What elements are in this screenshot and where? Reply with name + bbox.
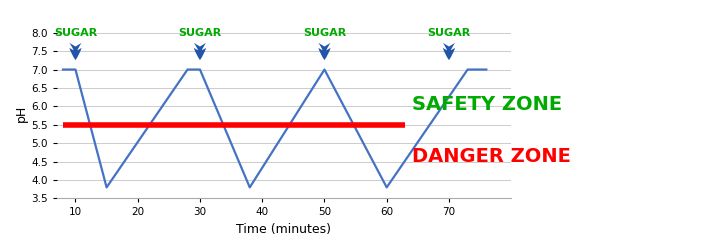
Text: DANGER ZONE: DANGER ZONE [412,147,570,166]
Text: SUGAR: SUGAR [178,28,222,38]
Text: SUGAR: SUGAR [303,28,346,38]
Y-axis label: pH: pH [16,105,28,122]
Text: SUGAR: SUGAR [427,28,471,38]
Text: SAFETY ZONE: SAFETY ZONE [412,95,562,114]
Text: SUGAR: SUGAR [54,28,97,38]
X-axis label: Time (minutes): Time (minutes) [236,223,332,236]
